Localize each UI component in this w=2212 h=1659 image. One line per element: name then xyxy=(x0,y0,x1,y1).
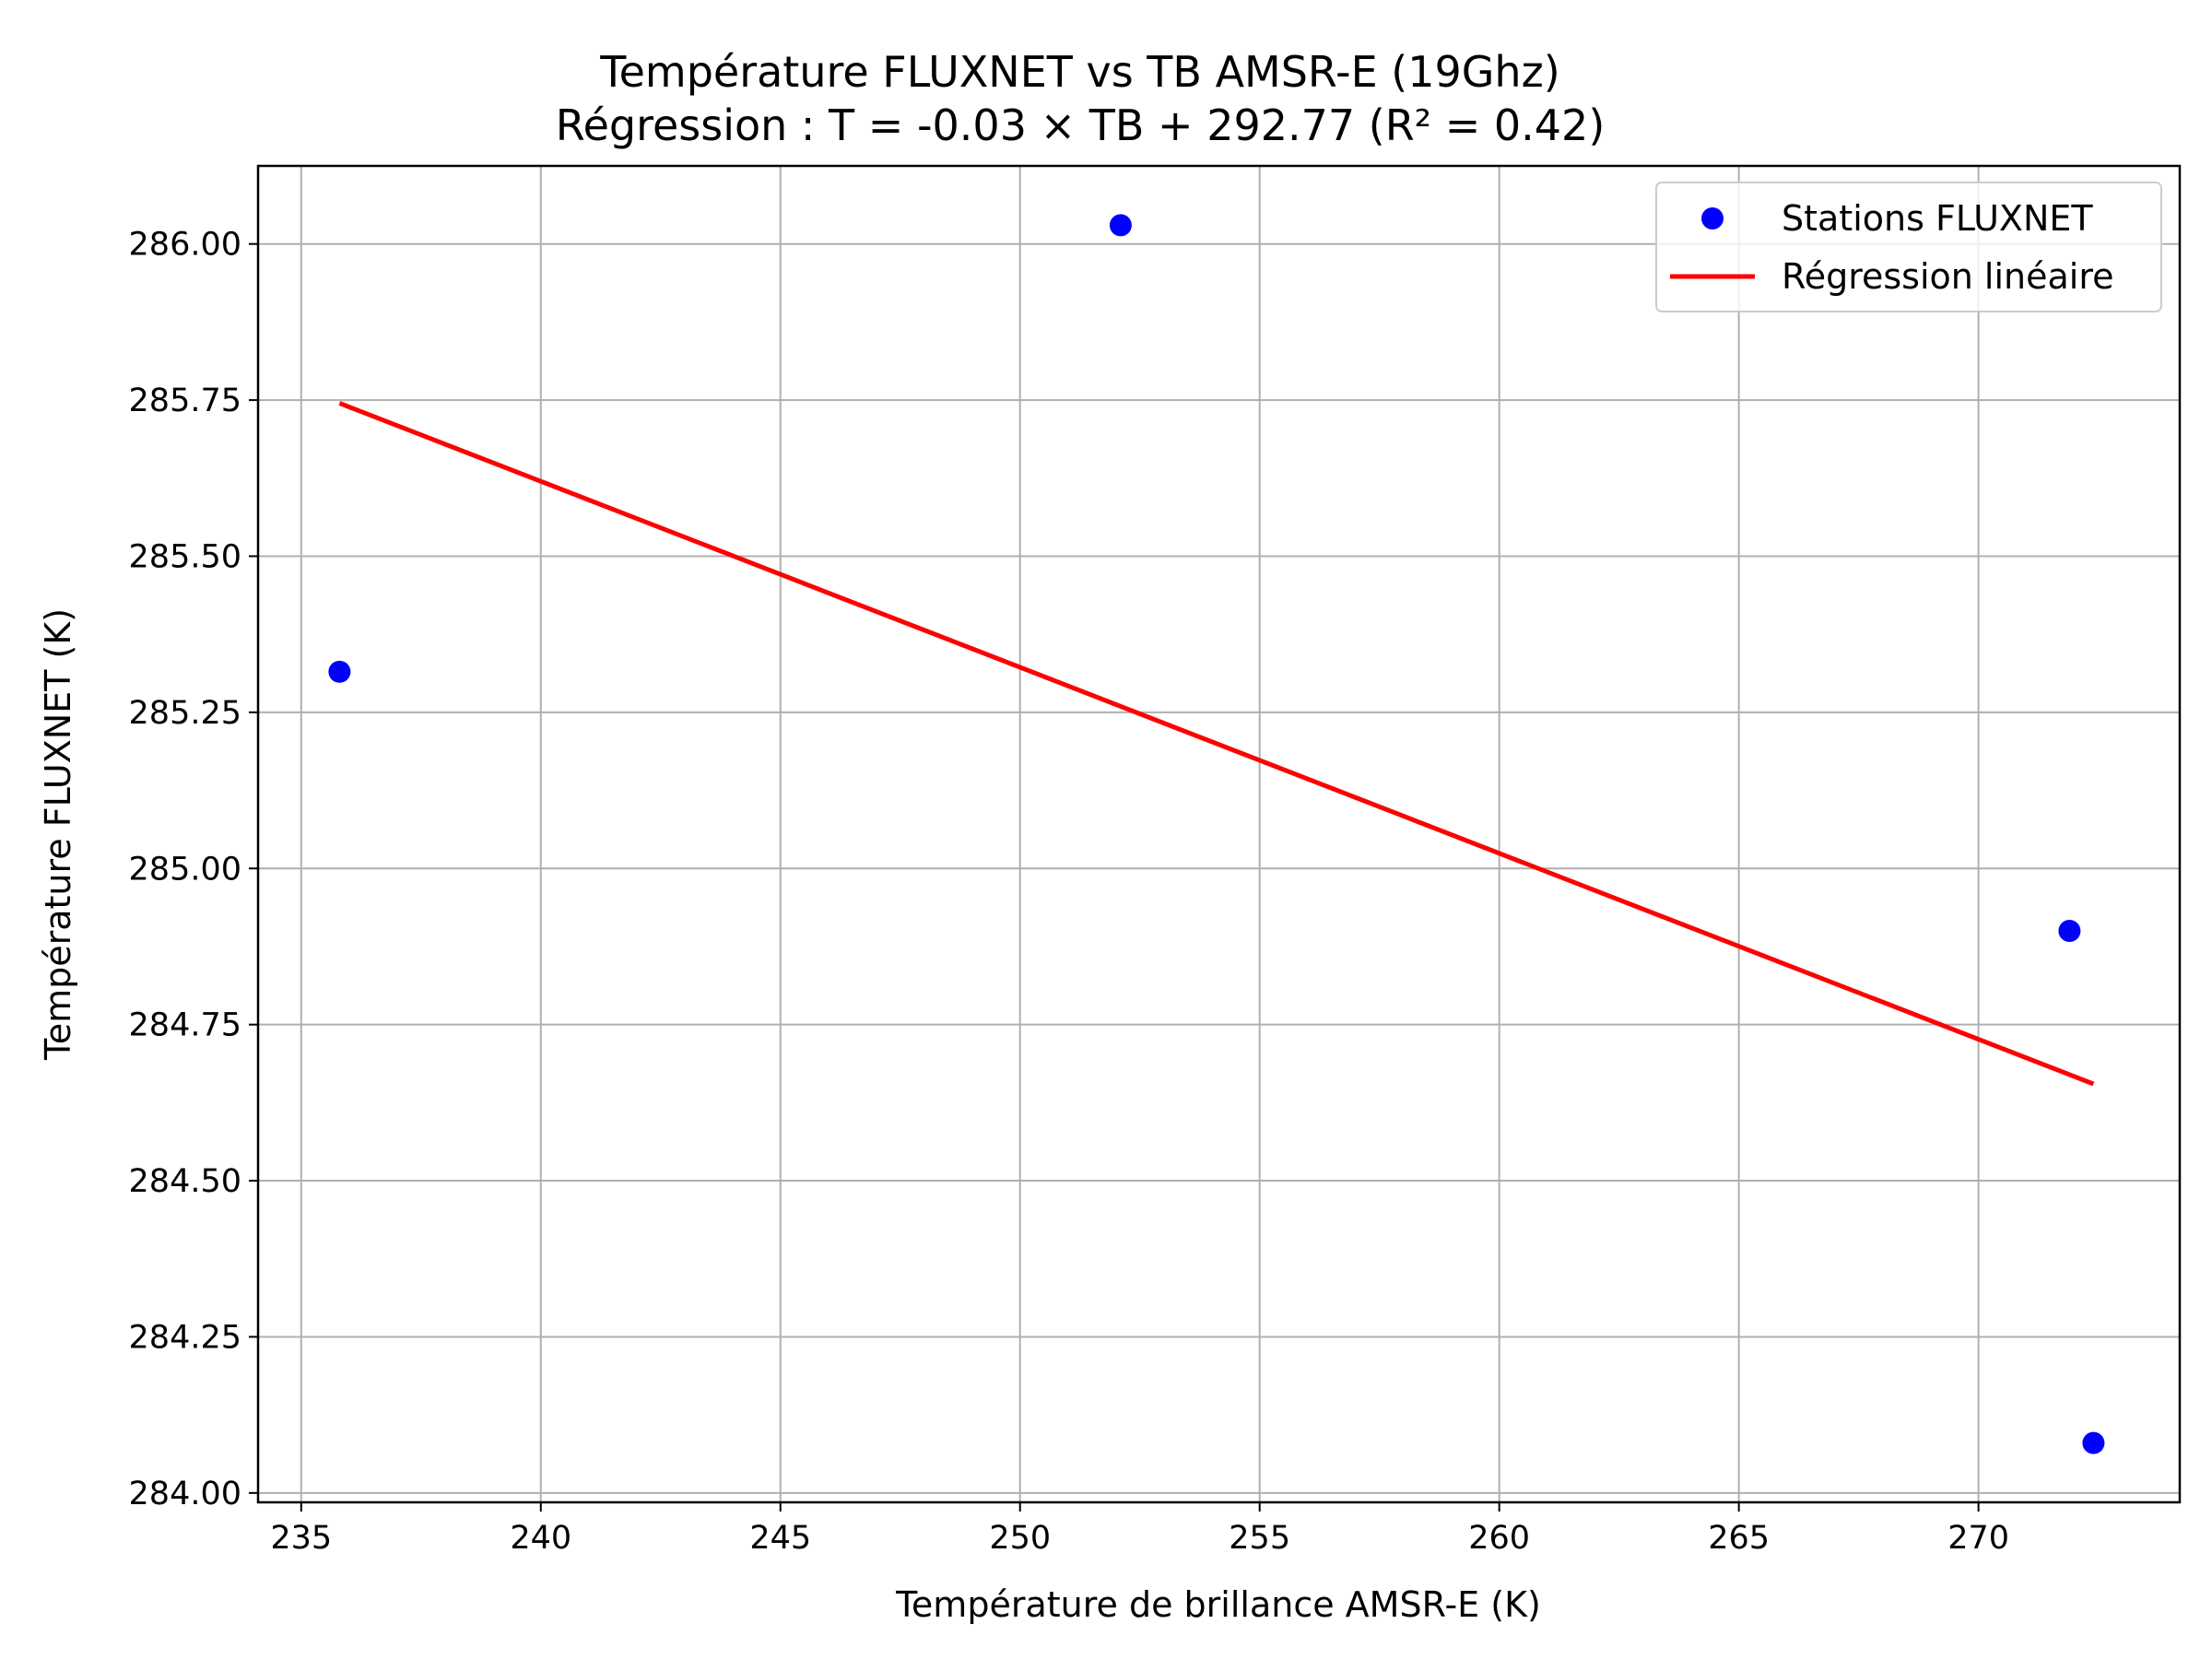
y-tick-label: 284.00 xyxy=(129,1476,241,1512)
legend-box xyxy=(1655,182,2162,312)
regression-line xyxy=(338,401,2095,1087)
x-tick-label: 250 xyxy=(989,1520,1051,1557)
y-tick-label: 284.50 xyxy=(129,1163,241,1200)
station-point xyxy=(1109,214,1132,237)
legend: Stations FLUXNET Régression linéaire xyxy=(1655,182,2162,312)
y-tick-label: 284.25 xyxy=(129,1319,241,1356)
y-axis: 284.00 284.25 284.50 284.75 285.00 285.25 285.… xyxy=(129,227,258,1512)
y-tick-label: 285.25 xyxy=(129,695,241,732)
x-axis-label: Température de brillance AMSR-E (K) xyxy=(895,1584,1541,1625)
chart-subtitle: Régression : T = -0.03 × TB + 292.77 (R²… xyxy=(556,100,1606,150)
plot-area-frame xyxy=(256,164,2182,1504)
legend-marker-stations xyxy=(1701,207,1724,229)
grid xyxy=(258,166,2180,1502)
y-tick-label: 285.75 xyxy=(129,382,241,419)
x-tick-label: 270 xyxy=(1947,1520,2009,1557)
x-tick-label: 240 xyxy=(510,1520,571,1557)
x-tick-label: 235 xyxy=(270,1520,332,1557)
y-tick-label: 284.75 xyxy=(129,1007,241,1044)
legend-label-regression: Régression linéaire xyxy=(1782,256,2114,297)
y-tick-label: 285.00 xyxy=(129,851,241,888)
station-point xyxy=(2058,920,2081,943)
chart-title: Température FLUXNET vs TB AMSR-E (19Ghz) xyxy=(599,47,1559,97)
x-tick-label: 245 xyxy=(749,1520,811,1557)
x-tick-label: 260 xyxy=(1468,1520,1530,1557)
y-axis-label: Température FLUXNET (K) xyxy=(38,608,78,1061)
x-tick-label: 265 xyxy=(1708,1520,1770,1557)
plot-series xyxy=(328,214,2105,1454)
station-point xyxy=(328,660,351,683)
station-point xyxy=(2082,1431,2105,1454)
x-axis: 235 240 245 250 255 260 265 270 xyxy=(270,1502,2009,1557)
x-tick-label: 255 xyxy=(1229,1520,1290,1557)
legend-label-stations: Stations FLUXNET xyxy=(1782,198,2093,239)
y-tick-label: 286.00 xyxy=(129,227,241,264)
y-tick-label: 285.50 xyxy=(129,538,241,575)
